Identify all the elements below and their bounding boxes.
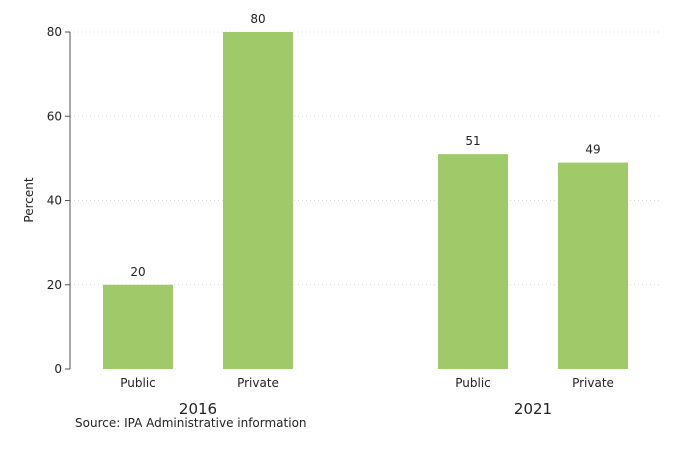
data-label: 80: [250, 12, 265, 26]
source-note: Source: IPA Administrative information: [75, 416, 307, 430]
y-tick-label: 60: [47, 109, 62, 123]
group-label: 2016: [179, 400, 217, 418]
labels: 20 Public 80 Private 2016 51 Public 49 Private 20…: [120, 12, 614, 418]
bar-2016-public: [103, 284, 173, 369]
bars: [103, 32, 628, 369]
y-tick-label: 40: [47, 194, 62, 208]
x-tick-label: Private: [237, 376, 279, 390]
bar-2021-public: [438, 154, 508, 369]
y-tick-label: 0: [54, 362, 62, 376]
data-label: 20: [130, 265, 145, 279]
y-axis-title: Percent: [22, 177, 36, 222]
x-tick-label: Public: [120, 376, 156, 390]
group-label: 2021: [514, 400, 552, 418]
y-tick-label: 80: [47, 25, 62, 39]
bar-2021-private: [558, 162, 628, 369]
y-axis: 0 20 40 60 80: [47, 25, 71, 376]
x-tick-label: Private: [572, 376, 614, 390]
data-label: 51: [465, 134, 480, 148]
x-tick-label: Public: [455, 376, 491, 390]
data-label: 49: [585, 143, 600, 157]
bar-2016-private: [223, 32, 293, 369]
y-tick-label: 20: [47, 278, 62, 292]
